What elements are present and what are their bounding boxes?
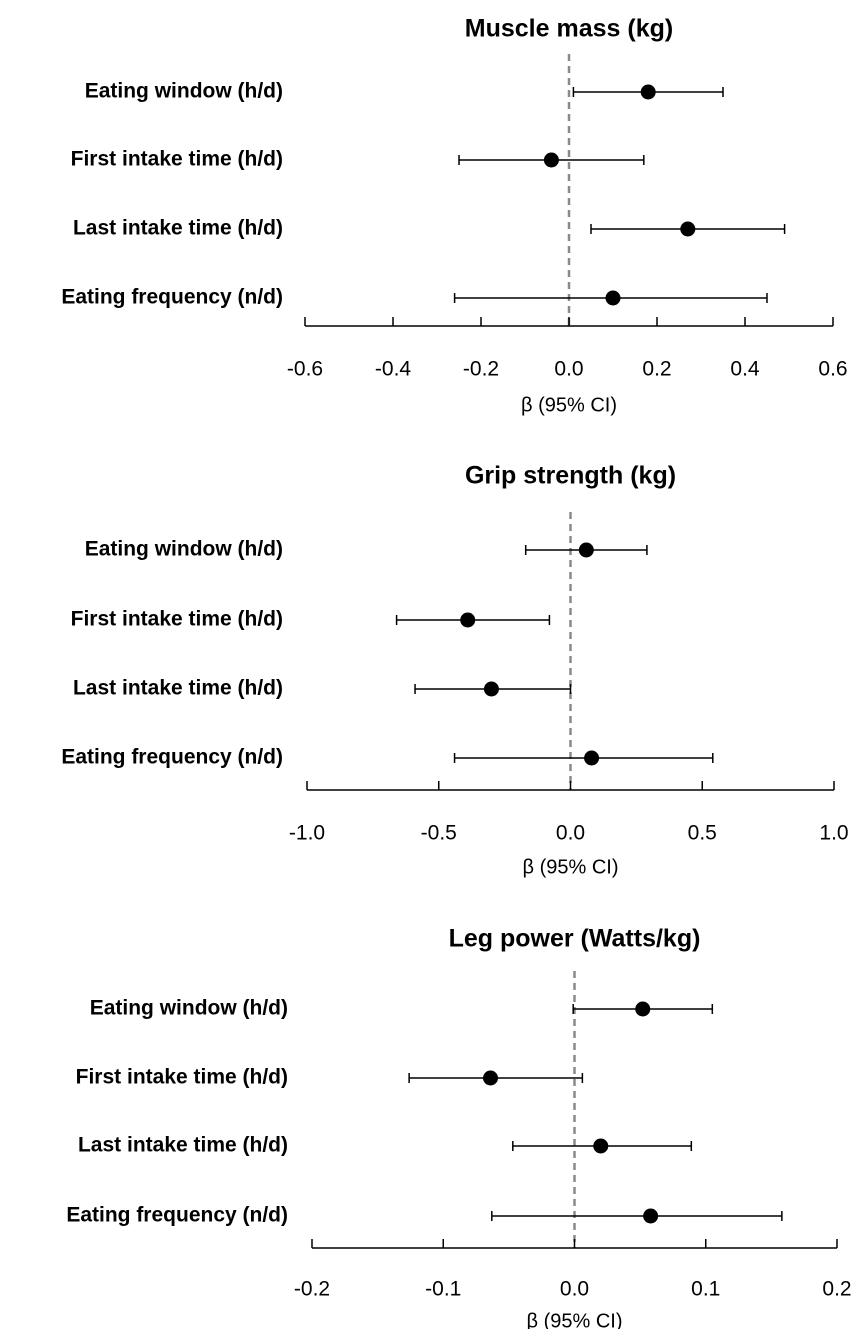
- x-tick-label: 0.1: [691, 1278, 720, 1301]
- panel-title: Grip strength (kg): [465, 462, 676, 490]
- x-tick-label: -0.2: [294, 1278, 330, 1301]
- row-label: Eating frequency (n/d): [61, 746, 283, 769]
- x-tick-label: -0.4: [375, 358, 412, 381]
- row-label: Eating frequency (n/d): [61, 286, 283, 309]
- row-label: Eating window (h/d): [90, 997, 288, 1020]
- point-estimate: [543, 152, 559, 168]
- forest-panel: Muscle mass (kg) -0.6 -0.4 -0.2 0.0 0.2 0.4 0.6…: [61, 15, 847, 417]
- point-estimate: [483, 1070, 498, 1086]
- x-tick-label: 0.2: [642, 358, 671, 381]
- row-label: Last intake time (h/d): [73, 677, 283, 700]
- point-estimate: [584, 750, 600, 766]
- x-tick-label: 0.6: [818, 358, 847, 381]
- point-estimate: [578, 542, 594, 558]
- row-label: Eating frequency (n/d): [66, 1204, 288, 1227]
- point-estimate: [635, 1001, 651, 1017]
- row-label: Eating window (h/d): [85, 80, 283, 103]
- x-axis-title: β (95% CI): [527, 1310, 623, 1329]
- point-estimate: [640, 84, 656, 100]
- x-tick-label: 0.0: [556, 822, 585, 845]
- x-axis-title: β (95% CI): [523, 856, 619, 878]
- row-label: Eating window (h/d): [85, 538, 283, 561]
- row-label: First intake time (h/d): [71, 148, 283, 171]
- x-tick-label: -0.6: [287, 358, 323, 381]
- forest-panel: Grip strength (kg) -1.0 -0.5 0.0 0.5 1.0 β (95…: [61, 462, 848, 879]
- point-estimate: [605, 290, 621, 306]
- panel-title: Muscle mass (kg): [465, 15, 673, 43]
- point-estimate: [680, 221, 696, 237]
- point-estimate: [483, 681, 499, 697]
- x-tick-label: -0.5: [421, 822, 457, 845]
- x-tick-label: 0.0: [560, 1278, 589, 1301]
- x-tick-label: -0.1: [425, 1278, 461, 1301]
- point-estimate: [593, 1138, 609, 1154]
- x-tick-label: 0.0: [554, 358, 583, 381]
- panel-title: Leg power (Watts/kg): [449, 925, 701, 953]
- row-label: First intake time (h/d): [76, 1066, 288, 1089]
- x-axis-title: β (95% CI): [521, 394, 617, 416]
- x-tick-label: 0.5: [688, 822, 717, 845]
- row-label: First intake time (h/d): [71, 608, 283, 631]
- row-label: Last intake time (h/d): [73, 217, 283, 240]
- point-estimate: [643, 1208, 659, 1224]
- x-tick-label: 1.0: [819, 822, 848, 845]
- x-tick-label: 0.2: [822, 1278, 851, 1301]
- row-label: Last intake time (h/d): [78, 1134, 288, 1157]
- x-tick-label: -1.0: [289, 822, 325, 845]
- x-tick-label: 0.4: [730, 358, 760, 381]
- forest-panel: Leg power (Watts/kg) -0.2 -0.1 0.0 0.1 0.2 β (…: [66, 925, 851, 1329]
- x-tick-label: -0.2: [463, 358, 499, 381]
- point-estimate: [460, 612, 476, 628]
